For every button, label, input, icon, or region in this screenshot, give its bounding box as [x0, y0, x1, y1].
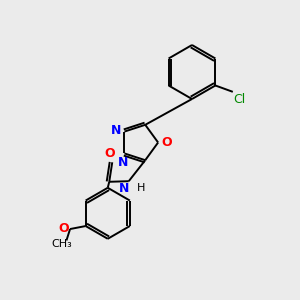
Text: N: N: [111, 124, 122, 136]
Text: H: H: [137, 183, 146, 193]
Text: CH₃: CH₃: [51, 238, 72, 249]
Text: O: O: [104, 147, 115, 160]
Text: Cl: Cl: [233, 93, 246, 106]
Text: O: O: [58, 222, 69, 235]
Text: O: O: [161, 136, 172, 149]
Text: N: N: [118, 156, 128, 170]
Text: N: N: [119, 182, 130, 195]
